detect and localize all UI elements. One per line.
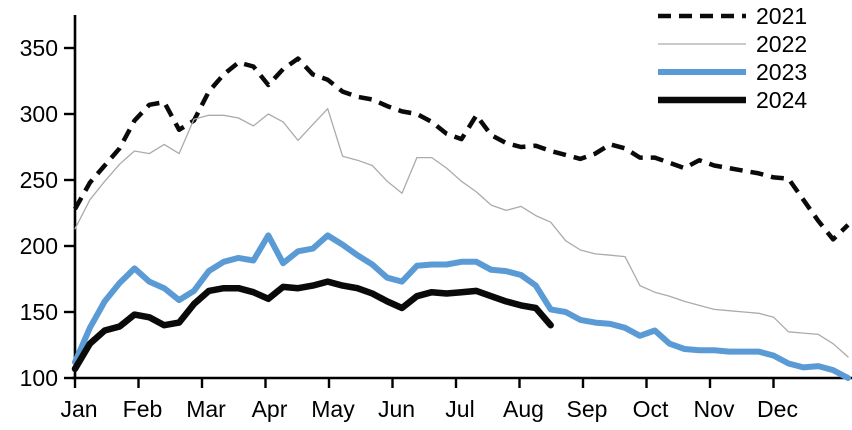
y-tick-label: 100 — [20, 365, 58, 391]
legend-label: 2022 — [756, 30, 808, 57]
legend-item-2022: 2022 — [658, 30, 807, 58]
x-tick-label: Jan — [60, 396, 97, 422]
legend-swatch-2021 — [658, 13, 746, 19]
legend: 2021 2022 2023 2024 — [658, 2, 807, 114]
legend-swatch-2024 — [658, 96, 746, 104]
series-line-2022 — [74, 108, 849, 358]
legend-item-2021: 2021 — [658, 2, 807, 30]
y-tick-label: 300 — [20, 101, 58, 127]
y-tick-label: 150 — [20, 299, 58, 325]
x-tick-label: Jul — [445, 396, 474, 422]
y-tick-label: 350 — [20, 35, 58, 61]
legend-item-2023: 2023 — [658, 58, 807, 86]
x-tick-label: Mar — [186, 396, 226, 422]
x-tick-label: Apr — [252, 396, 288, 422]
legend-label: 2024 — [756, 86, 808, 113]
x-tick-label: Feb — [123, 396, 163, 422]
legend-swatch-2022 — [658, 43, 746, 45]
legend-label: 2023 — [756, 58, 808, 85]
x-tick-label: Nov — [694, 396, 735, 422]
x-tick-label: Dec — [757, 396, 798, 422]
y-tick-label: 250 — [20, 167, 58, 193]
legend-swatch-2023 — [658, 69, 746, 75]
y-tick-label: 200 — [20, 233, 58, 259]
legend-item-2024: 2024 — [658, 86, 807, 114]
x-tick-label: Oct — [633, 396, 669, 422]
x-tick-label: Sep — [567, 396, 608, 422]
x-tick-label: May — [311, 396, 355, 422]
x-tick-label: Aug — [503, 396, 544, 422]
series-line-2021 — [73, 56, 850, 242]
series-line-2024 — [71, 278, 554, 373]
legend-label: 2021 — [756, 2, 808, 29]
series-line-2023 — [72, 232, 851, 381]
x-tick-label: Jun — [378, 396, 415, 422]
